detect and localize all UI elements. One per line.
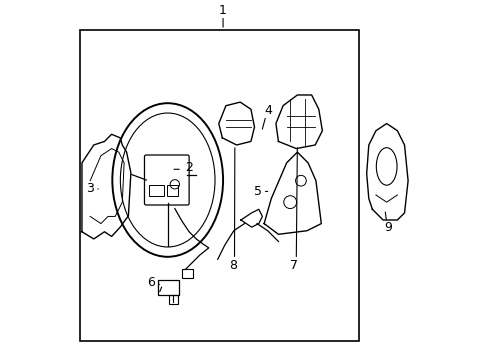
Text: 4: 4: [264, 104, 272, 117]
Text: 3: 3: [86, 183, 94, 195]
Bar: [182, 269, 193, 278]
Text: 1: 1: [219, 4, 226, 17]
Bar: [80, 30, 358, 341]
Bar: [158, 280, 179, 295]
Bar: [148, 185, 163, 196]
Bar: [168, 295, 178, 304]
FancyBboxPatch shape: [144, 155, 189, 205]
Text: 2: 2: [185, 161, 193, 174]
Bar: [166, 185, 178, 196]
Text: 5: 5: [254, 185, 262, 198]
Text: 8: 8: [228, 258, 237, 271]
Text: 6: 6: [147, 276, 155, 289]
Text: 9: 9: [384, 221, 391, 234]
Text: 7: 7: [289, 258, 297, 271]
